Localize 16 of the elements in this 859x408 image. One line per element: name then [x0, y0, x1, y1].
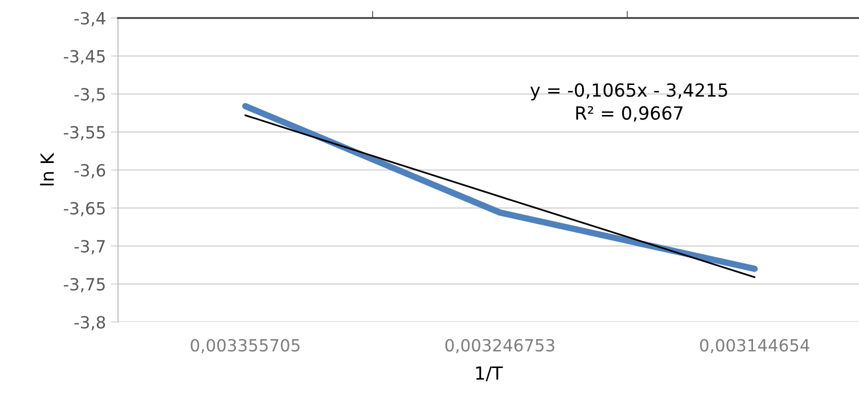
x-tick-label: 0,003144654: [700, 338, 810, 354]
y-tick-label: -3,65: [64, 202, 105, 216]
y-tick-label: -3,8: [74, 316, 106, 330]
annotation: R² = 0,9667: [576, 106, 683, 122]
y-tick-label: -3,7: [74, 240, 105, 254]
x-tick-label: 0,003246753: [445, 338, 554, 354]
annotation: y = -0,1065x - 3,4215: [530, 83, 728, 100]
y-tick-label: -3,75: [64, 278, 105, 292]
x-axis-title: 1/T: [476, 366, 503, 382]
y-tick-label: -3,55: [64, 126, 105, 140]
x-tick-label: 0,003355705: [190, 338, 300, 354]
y-axis-title: ln K: [40, 152, 54, 186]
y-tick-label: -3,6: [74, 164, 106, 178]
y-tick-label: -3,45: [64, 50, 105, 64]
y-tick-label: -3,4: [74, 12, 106, 26]
y-tick-label: -3,5: [74, 88, 105, 102]
